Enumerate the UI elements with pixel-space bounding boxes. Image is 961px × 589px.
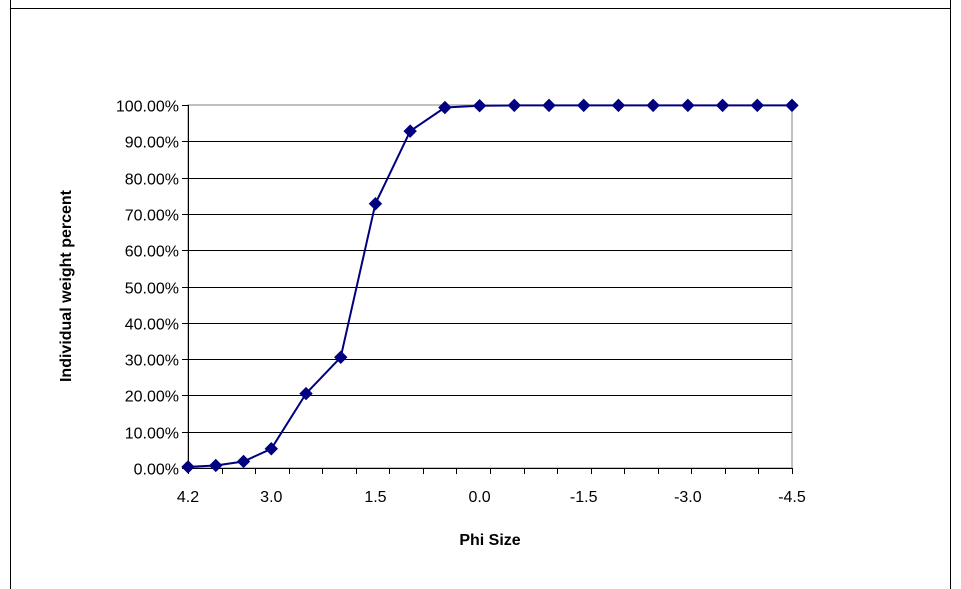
- y-tick-label: 60.00%: [125, 244, 179, 261]
- gridlines: [188, 141, 792, 433]
- x-tick-label: -3.0: [674, 489, 702, 506]
- data-point-marker: [507, 98, 522, 113]
- x-axis-title: Phi Size: [459, 532, 520, 549]
- series-group: [181, 98, 799, 474]
- y-tick-label: 20.00%: [125, 389, 179, 406]
- data-point-marker: [681, 98, 695, 113]
- plot-area: [187, 104, 793, 469]
- x-tick-label: 0.0: [468, 489, 490, 506]
- x-tick-label: -4.5: [778, 489, 806, 506]
- x-tick-label: 1.5: [364, 489, 386, 506]
- data-point-marker: [472, 99, 487, 113]
- y-tick-label: 70.00%: [125, 208, 179, 225]
- data-point-marker: [785, 98, 799, 113]
- y-tick-label: 30.00%: [125, 353, 179, 370]
- y-axis-title: Individual weight percent: [58, 189, 75, 382]
- y-tick-label: 80.00%: [125, 172, 179, 189]
- x-axis-tick-labels: 4.2 3.0 1.5 0.0 -1.5 -3.0 -4.5: [177, 489, 806, 506]
- data-point-marker: [646, 98, 660, 113]
- y-tick-label: 50.00%: [125, 281, 179, 298]
- data-point-marker: [334, 350, 348, 364]
- chart-border: [10, 0, 951, 589]
- data-point-marker: [750, 98, 764, 113]
- y-tick-label: 100.00%: [116, 99, 179, 116]
- data-point-marker: [299, 386, 313, 401]
- data-point-marker: [209, 458, 223, 473]
- data-point-marker: [438, 100, 452, 115]
- x-tick-label: 4.2: [177, 489, 199, 506]
- data-point-marker: [715, 98, 730, 113]
- y-tick-label: 90.00%: [125, 135, 179, 152]
- x-tick-label: 3.0: [260, 489, 282, 506]
- data-point-marker: [264, 442, 279, 456]
- data-point-marker: [542, 98, 556, 113]
- data-point-marker: [236, 454, 251, 469]
- y-axis-tick-labels: 0.00% 10.00% 20.00% 30.00% 40.00% 50.00% 60.00…: [116, 99, 179, 479]
- data-point-marker: [403, 124, 417, 138]
- data-point-marker: [611, 98, 626, 113]
- data-point-marker: [577, 98, 591, 113]
- y-tick-label: 0.00%: [134, 462, 179, 479]
- y-tick-label: 10.00%: [125, 426, 179, 443]
- data-point-marker: [368, 197, 383, 211]
- data-point-marker: [181, 460, 195, 474]
- y-tick-label: 40.00%: [125, 317, 179, 334]
- x-tick-label: -1.5: [570, 489, 598, 506]
